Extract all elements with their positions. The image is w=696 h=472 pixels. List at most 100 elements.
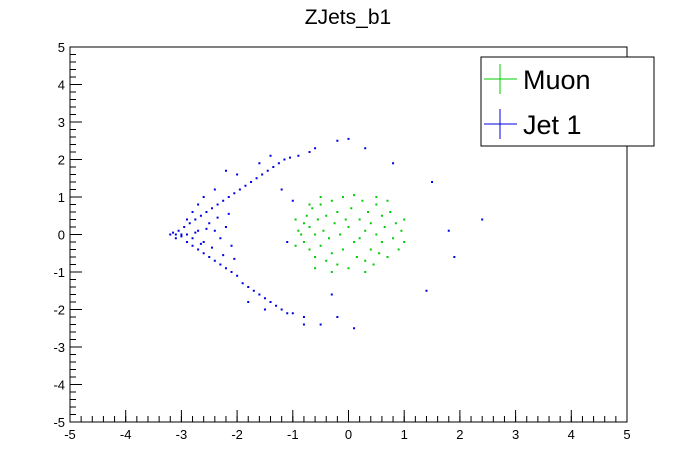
data-point <box>333 222 336 225</box>
plot-area <box>169 137 484 330</box>
data-point <box>369 248 372 251</box>
y-axis: -5 -4 -3 -2 -1 0 1 2 3 4 5 <box>53 40 82 430</box>
data-point <box>236 173 239 176</box>
x-tick-label: -1 <box>287 427 299 442</box>
y-tick-label: 5 <box>58 40 65 55</box>
y-tick-label: -4 <box>53 378 65 393</box>
data-point <box>369 222 372 225</box>
data-point <box>394 222 397 225</box>
data-point <box>197 248 200 251</box>
data-point <box>453 256 456 258</box>
series-1 <box>169 137 484 330</box>
data-point <box>431 181 434 183</box>
data-point <box>283 158 286 161</box>
legend: Muon Jet 1 <box>480 56 655 147</box>
data-point <box>392 237 395 240</box>
data-point <box>291 199 294 202</box>
data-point <box>250 181 253 183</box>
data-point <box>202 252 205 255</box>
data-point <box>305 214 308 217</box>
data-point <box>380 214 383 217</box>
data-point <box>213 188 216 191</box>
data-point <box>233 257 236 260</box>
data-point <box>308 203 311 206</box>
data-point <box>224 226 227 228</box>
data-point <box>386 256 389 258</box>
data-point <box>233 192 236 195</box>
data-point <box>319 244 322 247</box>
data-point <box>191 237 194 240</box>
y-tick-label: -3 <box>53 340 65 355</box>
data-point <box>177 229 180 232</box>
data-point <box>364 229 367 232</box>
series-0 <box>294 194 406 273</box>
data-point <box>208 222 211 225</box>
data-point <box>311 207 314 210</box>
data-point <box>314 256 317 258</box>
data-point <box>236 274 239 277</box>
legend-item-muon: Muon <box>484 64 591 95</box>
data-point <box>378 252 381 255</box>
data-point <box>216 203 219 206</box>
data-point <box>191 244 194 247</box>
x-tick-label: -5 <box>64 427 76 442</box>
y-tick-label: 3 <box>58 115 65 130</box>
y-tick-label: 1 <box>58 190 65 205</box>
data-point <box>180 233 183 236</box>
data-point <box>294 244 297 247</box>
data-point <box>247 301 250 303</box>
data-point <box>336 316 339 318</box>
data-point <box>386 199 389 202</box>
legend-item-jet1: Jet 1 <box>484 109 582 140</box>
data-point <box>194 218 197 221</box>
data-point <box>383 226 386 228</box>
data-point <box>355 256 358 258</box>
data-point <box>336 263 339 266</box>
data-point <box>361 199 364 202</box>
data-point <box>297 229 300 232</box>
data-point <box>308 226 311 228</box>
x-tick-label: 3 <box>512 427 519 442</box>
data-point <box>403 218 406 221</box>
data-point <box>263 308 266 311</box>
data-point <box>375 196 378 198</box>
x-axis: -5 -4 -3 -2 -1 0 1 2 3 4 5 <box>64 410 631 442</box>
data-point <box>261 173 264 176</box>
legend-box <box>480 56 655 147</box>
data-point <box>336 211 339 213</box>
data-point <box>353 194 356 197</box>
data-point <box>350 207 353 210</box>
x-tick-label: 0 <box>345 427 352 442</box>
data-point <box>425 289 428 292</box>
data-point <box>353 327 356 330</box>
data-point <box>199 242 202 245</box>
data-point <box>322 229 325 232</box>
data-point <box>325 214 328 217</box>
chart-title: ZJets_b1 <box>305 6 391 29</box>
data-point <box>358 237 361 240</box>
data-point <box>347 137 350 140</box>
x-tick-label: -2 <box>231 427 243 442</box>
data-point <box>247 286 250 288</box>
data-point <box>219 237 222 240</box>
x-tick-label: 5 <box>623 427 630 442</box>
data-point <box>216 216 219 219</box>
data-point <box>302 316 305 318</box>
data-point <box>185 218 188 221</box>
data-point <box>202 241 205 243</box>
data-point <box>314 267 317 270</box>
data-point <box>364 271 367 273</box>
data-point <box>289 156 292 159</box>
x-tick-label: 1 <box>401 427 408 442</box>
data-point <box>244 184 247 187</box>
data-point <box>286 312 289 315</box>
data-point <box>389 211 392 213</box>
data-point <box>222 199 225 202</box>
y-tick-label: -2 <box>53 303 65 318</box>
data-point <box>319 203 322 206</box>
data-point <box>380 241 383 243</box>
data-point <box>297 154 300 157</box>
data-point <box>269 154 272 157</box>
data-point <box>222 254 225 257</box>
